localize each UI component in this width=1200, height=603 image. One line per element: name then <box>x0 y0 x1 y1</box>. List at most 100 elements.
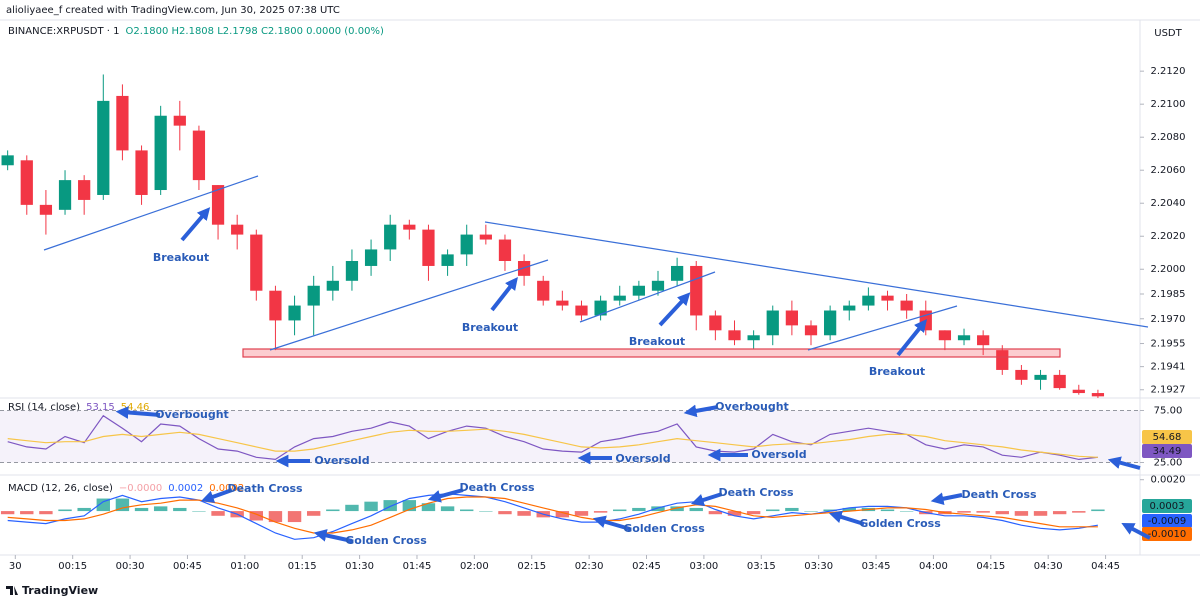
histogram-bar <box>287 511 302 523</box>
candle-body <box>173 115 186 126</box>
annotation: Breakout <box>869 365 925 378</box>
histogram-bar <box>1014 511 1029 516</box>
candle-body <box>288 305 301 321</box>
macd-title: MACD (12, 26, close) <box>8 483 113 494</box>
candle-body <box>97 100 110 195</box>
trendline <box>43 175 259 251</box>
arrow <box>1107 456 1141 470</box>
histogram-bar <box>421 503 436 512</box>
x-tick-label: 03:00 <box>689 561 718 572</box>
tradingview-logo: TradingView <box>6 584 98 597</box>
y-tick-label: 2.1927 <box>1151 385 1186 396</box>
candle-body <box>575 305 588 316</box>
histogram-bar <box>39 511 53 515</box>
legend: BINANCE:XRPUSDT · 1 O2.1800 H2.1808 L2.17… <box>8 26 384 37</box>
arrow <box>1121 523 1151 540</box>
arrow <box>490 276 518 312</box>
x-tick-label: 04:45 <box>1091 561 1120 572</box>
annotation: Oversold <box>615 452 670 465</box>
last-value-label: -0.0010 <box>1148 529 1187 540</box>
histogram-bar <box>268 511 283 523</box>
y-tick-label: 2.2120 <box>1151 66 1186 77</box>
histogram-bar <box>689 507 703 512</box>
candle-body <box>632 285 645 296</box>
histogram-bar <box>402 500 417 512</box>
candle-body <box>690 265 703 316</box>
candle-body <box>670 265 684 281</box>
histogram-bar <box>727 511 742 516</box>
candle-body <box>1053 374 1066 389</box>
macd-line <box>7 493 1098 540</box>
y-tick-label: 0.0020 <box>1151 475 1186 486</box>
arrow <box>427 488 464 503</box>
arrow <box>592 515 631 531</box>
candle-body <box>78 180 91 200</box>
trendline <box>269 259 549 351</box>
trendline <box>484 221 1149 328</box>
y-tick-label: 2.2060 <box>1151 165 1186 176</box>
histogram-bar <box>823 509 837 512</box>
candle-body <box>1 155 14 166</box>
candle-body <box>537 280 550 301</box>
histogram-bar <box>498 511 512 515</box>
drawings <box>43 175 1151 543</box>
macd-value: 0.0002 <box>168 483 203 494</box>
histogram-bar <box>746 511 761 515</box>
histogram-bar <box>440 506 455 512</box>
y-tick-label: 2.2100 <box>1151 99 1186 110</box>
last-value-label: 0.0003 <box>1150 501 1185 512</box>
histogram-bar <box>192 511 206 512</box>
candle-body <box>996 350 1009 370</box>
annotation: Golden Cross <box>345 534 427 547</box>
histogram-bar <box>766 509 780 512</box>
histogram-bar <box>0 511 15 515</box>
support-zone <box>242 348 1061 358</box>
histogram-bar <box>899 511 914 512</box>
annotation: Oversold <box>314 454 369 467</box>
histogram-bar <box>1052 511 1067 515</box>
annotation: Death Cross <box>961 488 1037 501</box>
candle-body <box>1034 374 1047 380</box>
histogram-bar <box>976 511 990 513</box>
annotation: Breakout <box>629 335 685 348</box>
candle-body <box>384 224 397 250</box>
candle-body <box>881 295 894 301</box>
annotation: Breakout <box>153 251 209 264</box>
unit: USDT <box>1154 28 1182 39</box>
candle-body <box>556 300 569 306</box>
trendline <box>579 271 716 323</box>
last-value-box <box>1142 430 1192 444</box>
candle-body <box>651 280 665 291</box>
arrow <box>930 492 963 506</box>
candle-body <box>192 130 206 181</box>
histogram-bar <box>613 509 627 512</box>
candle-body <box>116 95 129 151</box>
candle-body <box>957 335 971 341</box>
histogram-bar <box>670 506 684 512</box>
histogram-bar <box>96 498 110 512</box>
symbol: BINANCE:XRPUSDT · 1 <box>8 26 119 37</box>
x-tick-label: 04:00 <box>919 561 948 572</box>
candle-body <box>728 330 741 341</box>
candle-body <box>766 310 779 336</box>
x-tick-label: 00:45 <box>173 561 202 572</box>
histogram-bar <box>383 500 397 512</box>
y-tick-label: 2.1955 <box>1151 339 1186 350</box>
rsi-ma-value: 54.46 <box>121 402 150 413</box>
candle-body <box>613 295 626 301</box>
annotation: Overbought <box>715 400 789 413</box>
y-tick-label: 2.1941 <box>1151 362 1186 373</box>
last-value-box <box>1142 527 1192 541</box>
signal-value: 0.0002 <box>209 483 244 494</box>
trendline <box>807 305 958 351</box>
candle-body <box>709 315 722 331</box>
rsi-line <box>7 428 1098 458</box>
histogram-bar <box>574 511 589 516</box>
candle-body <box>517 260 531 276</box>
histogram-bar <box>1091 509 1105 512</box>
annotation: Oversold <box>751 448 806 461</box>
x-tick-label: 02:00 <box>460 561 489 572</box>
histogram-bar <box>134 507 149 512</box>
candle-body <box>1091 393 1105 397</box>
